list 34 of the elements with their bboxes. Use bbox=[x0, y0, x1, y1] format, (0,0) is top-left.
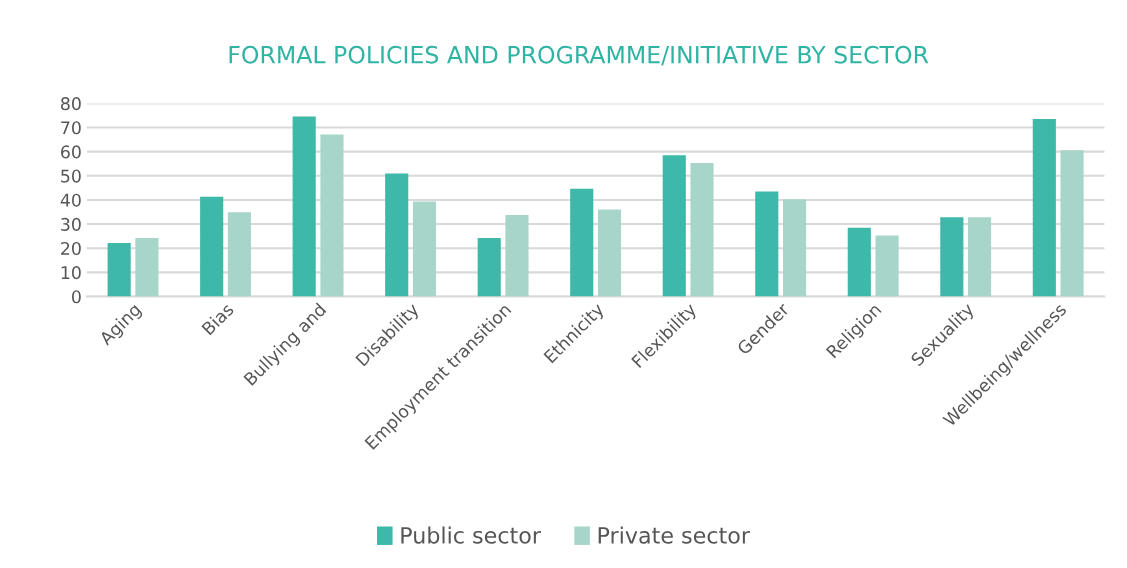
bar bbox=[412, 201, 437, 297]
y-tick-label: 50 bbox=[61, 169, 81, 183]
bar bbox=[107, 242, 131, 297]
chart-title: FORMAL POLICIES AND PROGRAMME/INITIATIVE BY SECTOR bbox=[229, 45, 929, 66]
bar bbox=[690, 163, 714, 297]
bar bbox=[135, 238, 159, 297]
bar bbox=[597, 209, 622, 297]
y-tick-label: 30 bbox=[61, 217, 81, 231]
bar bbox=[782, 199, 807, 297]
bar bbox=[570, 188, 594, 297]
bar bbox=[662, 155, 686, 297]
bar bbox=[320, 134, 344, 297]
y-tick-label: 40 bbox=[60, 193, 81, 207]
y-tick-label: 0 bbox=[72, 290, 81, 304]
bar bbox=[847, 227, 871, 297]
legend-label: Public sector bbox=[401, 526, 541, 544]
bar bbox=[477, 238, 501, 297]
bar bbox=[875, 235, 899, 297]
bar bbox=[755, 191, 779, 297]
bar bbox=[968, 217, 992, 297]
bar bbox=[292, 116, 316, 297]
y-tick-label: 20 bbox=[61, 241, 81, 256]
legend-label: Private sector bbox=[598, 526, 750, 544]
y-tick-label: 60 bbox=[61, 145, 81, 159]
bar bbox=[1032, 119, 1056, 297]
y-tick-label: 80 bbox=[61, 97, 81, 111]
y-tick-label: 70 bbox=[61, 121, 81, 135]
bar bbox=[505, 214, 529, 297]
bar bbox=[1060, 150, 1084, 297]
bar bbox=[385, 173, 409, 297]
bar bbox=[200, 196, 224, 297]
y-tick-label: 10 bbox=[61, 266, 81, 280]
bar bbox=[227, 212, 251, 297]
bar bbox=[940, 217, 964, 297]
